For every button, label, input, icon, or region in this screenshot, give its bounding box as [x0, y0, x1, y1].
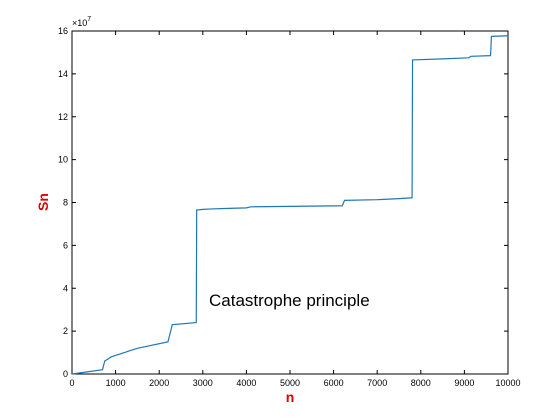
x-tick-label: 4000: [236, 378, 256, 388]
y-axis: 0 2 4 6 8 10 12 14 16: [58, 26, 508, 379]
y-tick-label: 2: [63, 326, 68, 336]
y-tick-label: 0: [63, 369, 68, 379]
x-tick-label: 6000: [324, 378, 344, 388]
y-tick-label: 8: [63, 198, 68, 208]
x-tick-label: 10000: [495, 378, 520, 388]
x-tick-label: 3000: [193, 378, 213, 388]
x-tick-label: 2000: [149, 378, 169, 388]
y-tick-label: 14: [58, 69, 68, 79]
x-tick-label: 1000: [106, 378, 126, 388]
y-tick-label: 12: [58, 112, 68, 122]
x-tick-label: 9000: [454, 378, 474, 388]
x-tick-label: 8000: [411, 378, 431, 388]
y-tick-label: 10: [58, 155, 68, 165]
x-tick-label: 7000: [367, 378, 387, 388]
x-axis-label: n: [286, 389, 295, 405]
y-tick-label: 16: [58, 26, 68, 36]
series-line: [71, 35, 509, 375]
plot-area: [71, 30, 509, 375]
y-axis-label: Sn: [35, 193, 51, 211]
y-tick-label: 4: [63, 283, 68, 293]
y-exponent-label: ×107: [72, 16, 91, 28]
annotation-text: Catastrophe principle: [209, 291, 370, 310]
y-tick-label: 6: [63, 240, 68, 250]
x-tick-label: 0: [69, 378, 74, 388]
x-tick-label: 5000: [280, 378, 300, 388]
x-axis: 0 1000 2000 3000 4000 5000 6000 7000 8000 9000 100…: [69, 31, 521, 388]
